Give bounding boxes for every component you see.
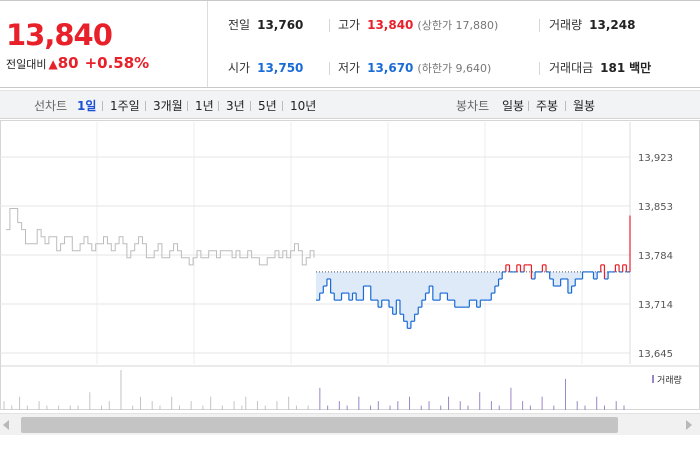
- current-price: 13,840: [6, 18, 113, 52]
- amount-stat: 거래대금 181 백만: [549, 60, 651, 76]
- scroll-left-arrow-icon[interactable]: [3, 420, 9, 430]
- y-tick-label: 13,645: [638, 349, 673, 360]
- prev-close-value: 13,760: [257, 18, 304, 32]
- prev-close-label: 전일: [228, 18, 251, 32]
- divider: [528, 101, 529, 111]
- period-1d-button[interactable]: 1일: [77, 99, 97, 113]
- high-value: 13,840: [367, 18, 414, 32]
- y-tick-label: 13,853: [638, 202, 673, 213]
- candle-daily-button[interactable]: 일봉: [502, 99, 525, 113]
- candle-chart-label: 봉차트: [456, 99, 490, 113]
- candle-monthly-button[interactable]: 월봉: [573, 99, 596, 113]
- divider: [250, 101, 251, 111]
- low-stat: 저가 13,670 (하한가 9,640): [338, 60, 491, 76]
- up-arrow-icon: ▲: [48, 57, 58, 71]
- price-chart: 13,923 13,853 13,784 13,714 13,645 거래량: [0, 120, 700, 410]
- divider: [565, 101, 566, 111]
- amount-unit: 백만: [629, 61, 652, 75]
- divider: [282, 101, 283, 111]
- prev-close-stat: 전일 13,760: [228, 17, 303, 33]
- volume-stat: 거래량 13,248: [549, 17, 635, 33]
- divider: [187, 101, 188, 111]
- y-tick-label: 13,714: [638, 300, 673, 311]
- amount-label: 거래대금: [549, 61, 594, 75]
- divider: [329, 19, 330, 32]
- y-tick-label: 13,923: [638, 153, 673, 164]
- high-stat: 고가 13,840 (상한가 17,880): [338, 17, 498, 33]
- open-stat: 시가 13,750: [228, 60, 303, 76]
- divider: [539, 19, 540, 32]
- upper-limit: (상한가 17,880): [417, 19, 499, 32]
- change-label: 전일대비: [6, 58, 47, 71]
- period-1y-button[interactable]: 1년: [195, 99, 214, 113]
- divider: [145, 101, 146, 111]
- volume-legend-label: 거래량: [657, 374, 682, 386]
- period-5y-button[interactable]: 5년: [258, 99, 277, 113]
- volume-value: 13,248: [589, 18, 636, 32]
- scroll-right-arrow-icon[interactable]: [686, 420, 692, 430]
- candle-weekly-button[interactable]: 주봉: [536, 99, 559, 113]
- low-label: 저가: [338, 61, 361, 75]
- period-10y-button[interactable]: 10년: [290, 99, 317, 113]
- y-tick-label: 13,784: [638, 251, 673, 262]
- volume-legend-swatch: [652, 375, 654, 383]
- divider: [329, 62, 330, 75]
- high-label: 고가: [338, 18, 361, 32]
- volume-label: 거래량: [549, 18, 583, 32]
- chart-scrollbar[interactable]: [0, 413, 700, 435]
- change-value: 80: [57, 54, 79, 72]
- amount-value: 181: [600, 61, 626, 75]
- open-label: 시가: [228, 61, 251, 75]
- period-3m-button[interactable]: 3개월: [153, 99, 183, 113]
- price-summary: 13,840 전일대비 ▲80 +0.58%: [0, 1, 208, 87]
- history-price-line: [6, 208, 315, 266]
- scrollbar-thumb[interactable]: [21, 417, 618, 433]
- period-3y-button[interactable]: 3년: [226, 99, 245, 113]
- divider: [539, 62, 540, 75]
- divider: [218, 101, 219, 111]
- change-line: 전일대비 ▲80 +0.58%: [6, 54, 149, 72]
- period-1w-button[interactable]: 1주일: [110, 99, 140, 113]
- lower-limit: (하한가 9,640): [417, 62, 492, 75]
- low-value: 13,670: [367, 61, 414, 75]
- open-value: 13,750: [257, 61, 304, 75]
- line-chart-label: 선차트: [34, 99, 68, 113]
- chart-toolbar: 선차트 1일 1주일 3개월 1년 3년 5년 10년 봉차트 일봉 주봉 월봉: [0, 90, 700, 119]
- change-percent: +0.58%: [84, 54, 150, 72]
- quote-header: 13,840 전일대비 ▲80 +0.58% 전일 13,760 고가 13,840 (상…: [0, 0, 700, 88]
- divider: [102, 101, 103, 111]
- price-chart-svg: 13,923 13,853 13,784 13,714 13,645 거래량: [0, 120, 700, 410]
